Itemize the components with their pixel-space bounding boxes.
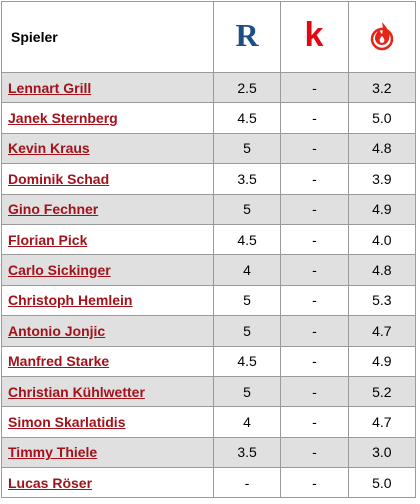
table-row: Antonio Jonjic 5-4.7 (1, 315, 417, 347)
table-row: Kevin Kraus 5-4.8 (1, 132, 417, 165)
rating-r-cell: 3.5 (212, 436, 282, 469)
rating-fire-cell: 4.9 (347, 345, 417, 377)
rating-r-cell: 4.5 (212, 345, 282, 377)
rating-fire-cell: 4.7 (347, 406, 417, 438)
player-name-cell: Christoph Hemlein (1, 284, 214, 317)
table-row: Dominik Schad 3.5-3.9 (1, 163, 417, 195)
player-link[interactable]: Janek Sternberg (8, 110, 118, 127)
player-link[interactable]: Manfred Starke (8, 353, 110, 370)
player-name-cell: Simon Skarlatidis (1, 406, 214, 438)
player-link[interactable]: Gino Fechner (8, 201, 99, 218)
r-logo-icon: R (234, 17, 260, 56)
player-link[interactable]: Christian Kühlwetter (8, 383, 145, 400)
rating-k-cell: - (280, 71, 349, 104)
player-name-cell: Christian Kühlwetter (1, 375, 214, 408)
player-name-cell: Manfred Starke (1, 345, 214, 377)
player-link[interactable]: Christoph Hemlein (8, 292, 133, 309)
player-link[interactable]: Florian Pick (8, 231, 88, 248)
rating-k-cell: - (280, 193, 349, 225)
rating-r-cell: 4 (212, 254, 282, 286)
rating-k-cell: - (280, 163, 349, 195)
player-name-cell: Carlo Sickinger (1, 254, 214, 286)
rating-fire-cell: 5.3 (347, 284, 417, 317)
rating-k-cell: - (280, 467, 349, 499)
rating-fire-cell: 4.8 (347, 254, 417, 286)
table-body: Lennart Grill 2.5-3.2 Janek Sternberg 4.5-5… (1, 71, 417, 499)
player-link[interactable]: Simon Skarlatidis (8, 413, 126, 430)
rating-fire-cell: 5.0 (347, 102, 417, 134)
table-row: Lennart Grill 2.5-3.2 (1, 71, 417, 104)
rating-fire-cell: 3.0 (347, 436, 417, 469)
table-row: Lucas Röser - -5.0 (1, 467, 417, 499)
player-link[interactable]: Kevin Kraus (8, 140, 90, 157)
table-row: Janek Sternberg 4.5-5.0 (1, 102, 417, 134)
player-link[interactable]: Lucas Röser (8, 474, 93, 491)
table-row: Carlo Sickinger 4-4.8 (1, 254, 417, 286)
rating-fire-cell: 5.0 (347, 467, 417, 499)
player-name-cell: Dominik Schad (1, 163, 214, 195)
player-link[interactable]: Timmy Thiele (8, 444, 98, 461)
table-row: Christoph Hemlein 5-5.3 (1, 284, 417, 317)
rating-k-cell: - (280, 436, 349, 469)
player-name-cell: Timmy Thiele (1, 436, 214, 469)
table-row: Simon Skarlatidis 4-4.7 (1, 406, 417, 438)
rating-r-cell: 5 (212, 193, 282, 225)
rating-k-cell: - (280, 375, 349, 408)
player-link[interactable]: Antonio Jonjic (8, 322, 106, 339)
rating-r-cell: 4.5 (212, 102, 282, 134)
player-name-cell: Kevin Kraus (1, 132, 214, 165)
table-row: Christian Kühlwetter 5-5.2 (1, 375, 417, 408)
column-header-k: k (280, 1, 349, 73)
rating-k-cell: - (280, 406, 349, 438)
table-row: Gino Fechner 5-4.9 (1, 193, 417, 225)
rating-k-cell: - (280, 223, 349, 256)
table-row: Florian Pick 4.5-4.0 (1, 223, 417, 256)
column-header-fire (347, 1, 417, 73)
rating-k-cell: - (280, 132, 349, 165)
player-link[interactable]: Dominik Schad (8, 170, 110, 187)
table-row: Timmy Thiele 3.5-3.0 (1, 436, 417, 469)
player-name-cell: Janek Sternberg (1, 102, 214, 134)
rating-fire-cell: 4.0 (347, 223, 417, 256)
rating-fire-cell: 5.2 (347, 375, 417, 408)
player-name-cell: Lucas Röser (1, 467, 214, 499)
rating-k-cell: - (280, 284, 349, 317)
svg-text:R: R (235, 19, 259, 51)
player-name-cell: Florian Pick (1, 223, 214, 256)
rating-fire-cell: 3.2 (347, 71, 417, 104)
rating-r-cell: 5 (212, 132, 282, 165)
rating-fire-cell: 4.7 (347, 315, 417, 347)
fire-logo-icon (368, 19, 396, 56)
rating-r-cell: 4.5 (212, 223, 282, 256)
player-name-cell: Gino Fechner (1, 193, 214, 225)
column-header-r: R (212, 1, 282, 73)
rating-r-cell: 5 (212, 284, 282, 317)
rating-fire-cell: 3.9 (347, 163, 417, 195)
rating-fire-cell: 4.8 (347, 132, 417, 165)
column-header-player: Spieler (1, 1, 214, 73)
k-logo-icon: k (300, 16, 328, 56)
player-name-cell: Antonio Jonjic (1, 315, 214, 347)
table-header-row: Spieler R k (1, 1, 417, 73)
player-link[interactable]: Lennart Grill (8, 79, 92, 96)
rating-r-cell: 2.5 (212, 71, 282, 104)
rating-r-cell: 5 (212, 375, 282, 408)
player-ratings-table: Spieler R k (1, 1, 417, 499)
rating-k-cell: - (280, 102, 349, 134)
table-row: Manfred Starke 4.5-4.9 (1, 345, 417, 377)
player-link[interactable]: Carlo Sickinger (8, 262, 111, 279)
rating-r-cell: 4 (212, 406, 282, 438)
rating-k-cell: - (280, 315, 349, 347)
svg-text:k: k (305, 19, 324, 51)
rating-fire-cell: 4.9 (347, 193, 417, 225)
rating-r-cell: - (212, 467, 282, 499)
rating-k-cell: - (280, 345, 349, 377)
rating-r-cell: 5 (212, 315, 282, 347)
player-name-cell: Lennart Grill (1, 71, 214, 104)
rating-k-cell: - (280, 254, 349, 286)
rating-r-cell: 3.5 (212, 163, 282, 195)
